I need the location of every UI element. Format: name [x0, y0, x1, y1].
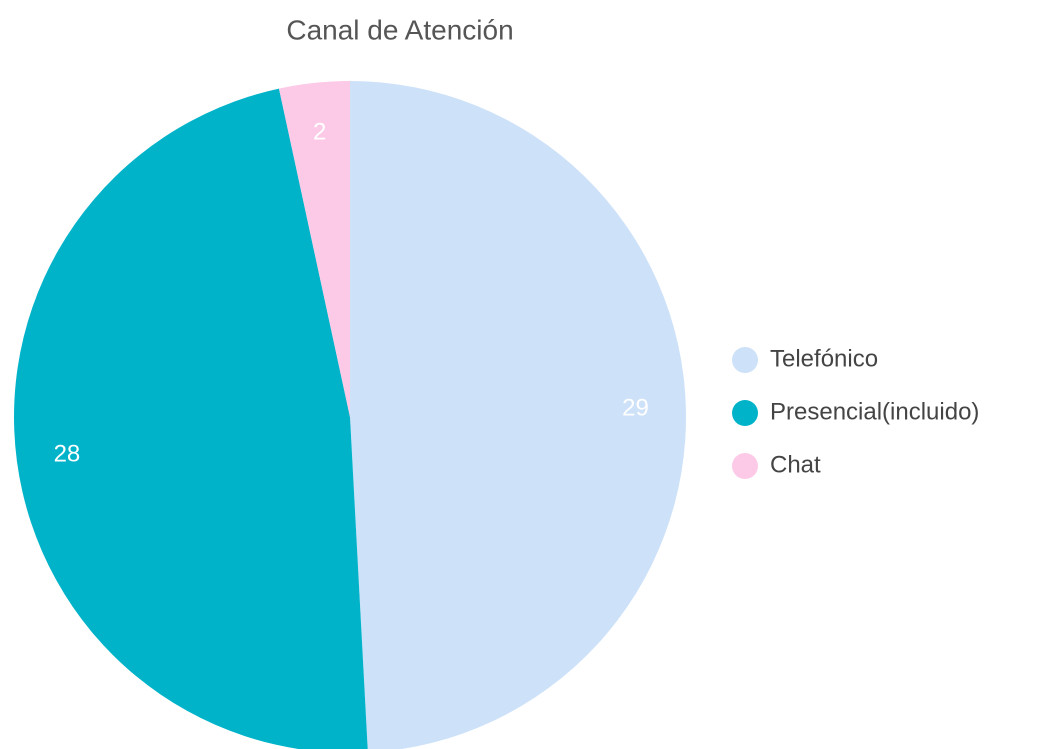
pie-slice [278, 81, 350, 417]
data-label: 2 [313, 118, 326, 145]
legend-marker [732, 400, 758, 426]
legend-marker [732, 453, 758, 479]
pie-slice [350, 81, 686, 749]
data-label: 28 [54, 440, 81, 467]
legend-label: Presencial(incluido) [770, 398, 979, 425]
legend-label: Chat [770, 451, 821, 478]
data-label: 29 [622, 395, 649, 422]
legend-marker [732, 347, 758, 373]
pie-slice [13, 88, 368, 749]
legend-label: Telefónico [770, 345, 878, 372]
chart-title: Canal de Atención [286, 14, 513, 45]
